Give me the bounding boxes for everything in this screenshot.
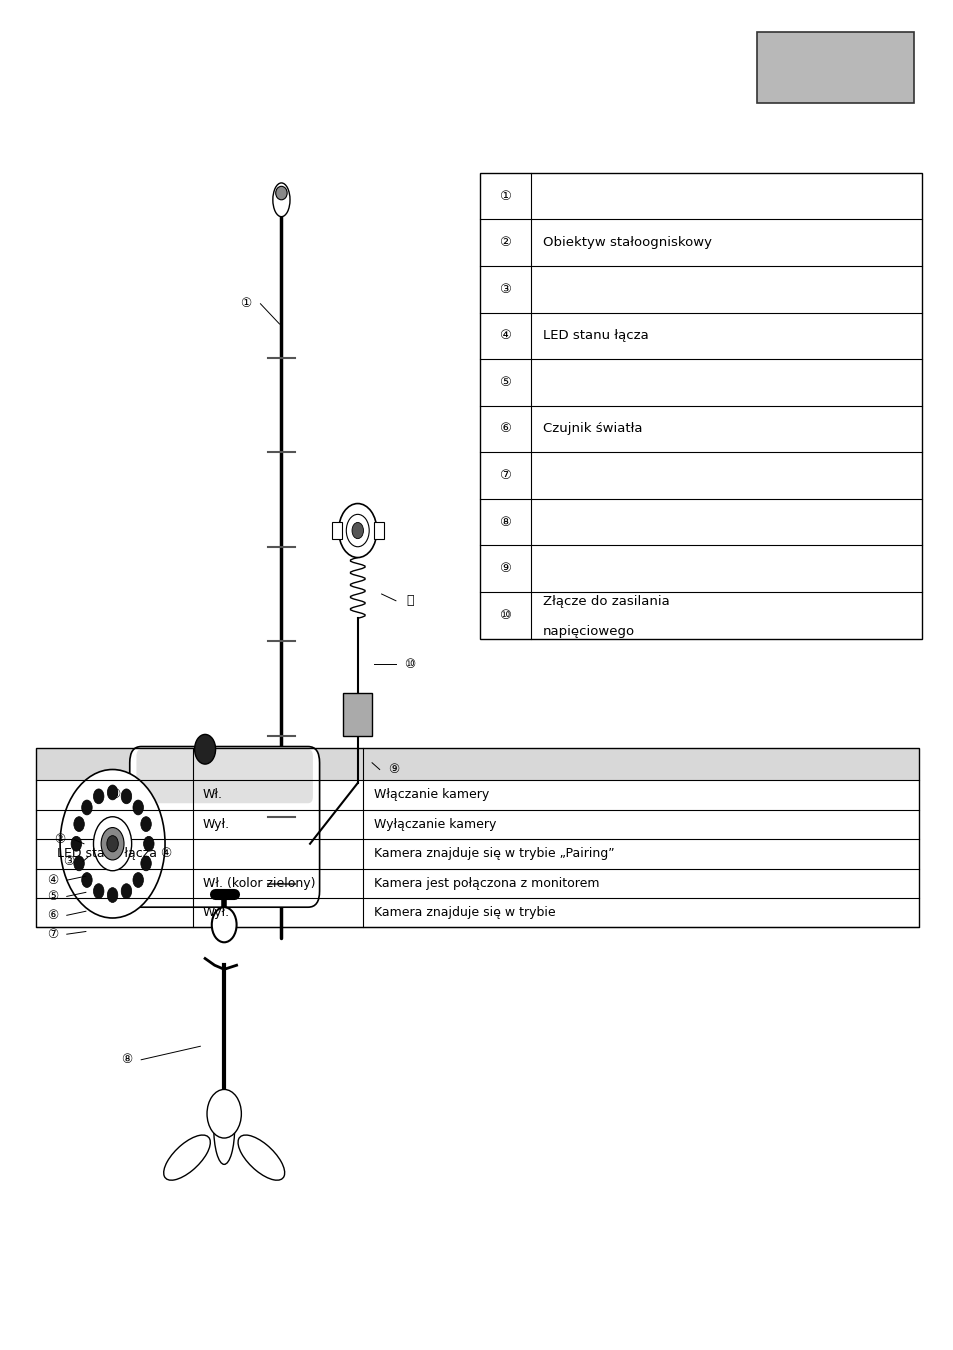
Text: Złącze do zasilania: Złącze do zasilania [542, 595, 669, 609]
Ellipse shape [164, 1135, 210, 1180]
Text: LED stanu łącza: LED stanu łącza [542, 329, 648, 343]
Bar [374, 522, 383, 539]
Text: Włączanie kamery: Włączanie kamery [374, 788, 489, 802]
Text: ⑤: ⑤ [47, 890, 58, 903]
Text: ②: ② [54, 833, 66, 846]
Text: ⑩: ⑩ [404, 657, 416, 671]
Circle shape [73, 856, 84, 871]
Text: Obiektyw stałoogniskowy: Obiektyw stałoogniskowy [542, 236, 711, 250]
Text: Wył.: Wył. [203, 818, 230, 830]
Circle shape [60, 769, 165, 918]
Ellipse shape [273, 182, 290, 216]
Bar [479, 173, 921, 639]
Bar [332, 522, 341, 539]
Circle shape [93, 788, 104, 803]
Text: Wł.: Wł. [203, 788, 223, 802]
Text: ⑨: ⑨ [498, 562, 511, 575]
Circle shape [121, 884, 132, 899]
Circle shape [101, 828, 124, 860]
Circle shape [338, 504, 376, 558]
Bar [36, 748, 918, 780]
Ellipse shape [213, 1091, 234, 1164]
Text: ③: ③ [498, 282, 511, 296]
Text: ③: ③ [109, 788, 120, 802]
Bar [756, 32, 913, 103]
Circle shape [212, 907, 236, 942]
Text: napięciowego: napięciowego [542, 625, 635, 639]
Text: ①: ① [498, 189, 511, 202]
Text: ⑧: ⑧ [121, 1053, 132, 1066]
Circle shape [132, 872, 143, 887]
Text: Kamera znajduje się w trybie „Pairing”: Kamera znajduje się w trybie „Pairing” [374, 848, 614, 860]
Text: ⑥: ⑥ [47, 909, 58, 922]
Text: Wył.: Wył. [203, 906, 230, 919]
Circle shape [107, 836, 118, 852]
Bar [36, 748, 918, 927]
Text: ⑦: ⑦ [47, 927, 58, 941]
Text: ④: ④ [47, 873, 58, 887]
Circle shape [82, 872, 92, 887]
Circle shape [121, 788, 132, 803]
FancyBboxPatch shape [130, 747, 319, 907]
Text: ⑩: ⑩ [498, 609, 511, 622]
Circle shape [143, 837, 153, 852]
FancyBboxPatch shape [136, 749, 313, 803]
Circle shape [207, 1089, 241, 1138]
Text: LED stanu łącza ④: LED stanu łącza ④ [57, 848, 172, 860]
Circle shape [352, 522, 363, 539]
Circle shape [82, 801, 92, 815]
Text: Wł. (kolor zielony): Wł. (kolor zielony) [203, 876, 315, 890]
Text: ①: ① [240, 297, 252, 310]
Circle shape [71, 837, 81, 852]
Text: ③: ③ [63, 855, 74, 868]
Text: ⑤: ⑤ [498, 375, 511, 389]
Bar [343, 693, 372, 736]
Circle shape [132, 801, 143, 815]
Ellipse shape [275, 186, 287, 200]
Ellipse shape [194, 734, 215, 764]
Circle shape [107, 888, 118, 902]
Text: ⓪: ⓪ [406, 594, 414, 608]
Text: Czujnik światła: Czujnik światła [542, 423, 642, 436]
Text: Wyłączanie kamery: Wyłączanie kamery [374, 818, 497, 830]
Text: ②: ② [498, 236, 511, 250]
Circle shape [141, 856, 152, 871]
Circle shape [141, 817, 152, 832]
Text: ⑥: ⑥ [498, 423, 511, 436]
Text: ⑨: ⑨ [388, 763, 399, 776]
Text: ④: ④ [498, 329, 511, 343]
Text: Kamera jest połączona z monitorem: Kamera jest połączona z monitorem [374, 876, 599, 890]
Circle shape [346, 514, 369, 547]
Circle shape [93, 884, 104, 899]
Text: Kamera znajduje się w trybie: Kamera znajduje się w trybie [374, 906, 556, 919]
Ellipse shape [238, 1135, 284, 1180]
Text: ⑧: ⑧ [498, 516, 511, 529]
Text: ⑦: ⑦ [498, 468, 511, 482]
Circle shape [93, 817, 132, 871]
Circle shape [107, 786, 118, 799]
Circle shape [73, 817, 84, 832]
